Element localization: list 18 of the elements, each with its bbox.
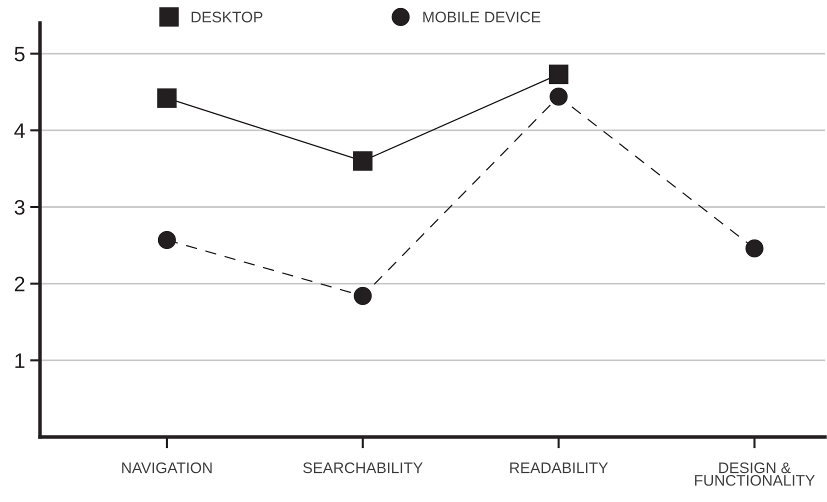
point — [157, 88, 177, 108]
x-tick-label: DESIGN & FUNCTIONALITY — [695, 462, 815, 486]
legend-label: DESKTOP — [192, 12, 262, 22]
y-tick-label: 5 — [14, 46, 25, 62]
y-tick-label: 1 — [15, 354, 24, 368]
y-tick-label: 3 — [14, 200, 24, 215]
point — [158, 230, 176, 249]
x-tick-label: NAVIGATION — [122, 462, 212, 474]
point — [745, 239, 764, 258]
point — [354, 286, 372, 305]
point — [548, 64, 568, 84]
point — [353, 151, 372, 171]
point — [550, 88, 568, 106]
x-tick-label: READABILITY — [510, 462, 608, 474]
y-tick-label: 4 — [14, 124, 25, 138]
legend-label: MOBILE DEVICE — [423, 12, 540, 22]
y-tick-label: 2 — [14, 276, 24, 292]
x-tick-label: SEARCHABILITY — [303, 462, 423, 474]
